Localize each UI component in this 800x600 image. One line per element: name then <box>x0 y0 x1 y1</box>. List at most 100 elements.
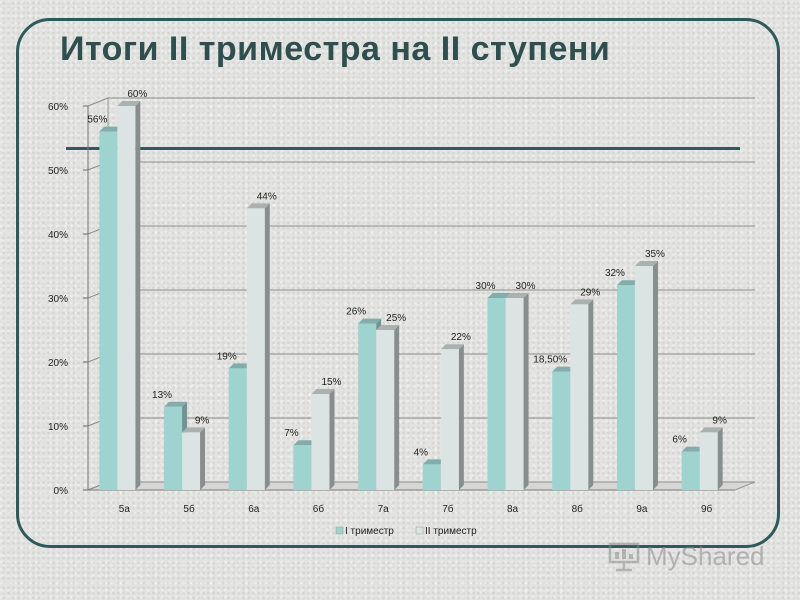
bar-top <box>681 446 705 452</box>
bar-side <box>264 203 270 490</box>
data-label: 32% <box>605 268 625 279</box>
data-label: 13% <box>152 390 172 401</box>
watermark: MyShared <box>608 538 778 574</box>
bar-side <box>200 427 206 490</box>
bar-term2 <box>182 432 201 490</box>
bar-term1 <box>487 298 506 490</box>
data-label: 9% <box>712 415 727 426</box>
x-tick-label: 7б <box>442 503 454 515</box>
y-tick-label: 30% <box>48 294 68 305</box>
bar-side <box>135 101 141 490</box>
bar-term1 <box>358 323 377 490</box>
bar-term1 <box>552 371 571 490</box>
bar-top <box>293 440 317 446</box>
gridline <box>87 161 755 171</box>
slide-frame <box>16 18 780 548</box>
bar-top <box>616 280 640 286</box>
gridline <box>87 97 755 107</box>
y-tick-label: 10% <box>48 422 68 433</box>
bar-term2 <box>699 432 718 490</box>
data-label: 25% <box>386 313 406 324</box>
data-label: 9% <box>195 415 210 426</box>
data-label: 35% <box>645 249 665 260</box>
bar-side <box>329 389 335 490</box>
bar-top <box>182 427 206 433</box>
data-label: 18,50% <box>533 355 567 366</box>
bar-side <box>458 344 464 490</box>
bar-top <box>422 459 446 465</box>
x-tick-label: 6а <box>248 504 260 515</box>
x-tick-label: 7а <box>378 504 390 515</box>
y-tick-label: 0% <box>54 486 69 497</box>
bar-side <box>523 293 529 490</box>
bar-term1 <box>422 464 441 490</box>
bar-top <box>699 427 723 433</box>
x-tick-label: 9б <box>701 503 713 515</box>
x-tick-label: 9а <box>636 504 648 515</box>
bar-top <box>117 101 141 106</box>
bar-term1 <box>293 445 312 490</box>
bar-term1 <box>99 131 118 490</box>
title-underline <box>66 147 740 150</box>
page-title: Итоги II триместра на II ступени <box>60 30 611 68</box>
data-label: 30% <box>516 281 536 292</box>
data-label: 6% <box>672 435 687 446</box>
bar-top <box>246 203 270 209</box>
data-label: 60% <box>127 89 147 100</box>
gridline <box>87 225 755 235</box>
y-tick-label: 40% <box>48 230 68 241</box>
data-label: 7% <box>284 428 299 439</box>
bar-term2 <box>505 298 524 490</box>
data-label: 15% <box>321 377 341 388</box>
bar-top <box>487 293 511 298</box>
legend-label: II триместр <box>425 526 477 537</box>
legend-swatch <box>335 526 344 535</box>
bar-top <box>440 344 464 350</box>
y-tick-label: 20% <box>48 358 68 369</box>
bar-term1 <box>164 406 183 490</box>
legend-label: I триместр <box>345 526 394 537</box>
legend-swatch <box>415 526 424 535</box>
bar-top <box>634 261 658 266</box>
y-tick-label: 50% <box>48 166 68 177</box>
bar-term1 <box>228 368 247 490</box>
bar-side <box>652 261 658 490</box>
x-tick-label: 6б <box>313 503 325 515</box>
bar-term1 <box>616 285 635 490</box>
data-label: 26% <box>346 307 366 318</box>
bar-top <box>228 363 252 369</box>
x-tick-label: 5б <box>183 503 195 515</box>
watermark-text: MyShared <box>646 540 765 571</box>
data-label: 22% <box>451 332 471 343</box>
bar-top <box>570 299 594 305</box>
data-label: 56% <box>87 115 107 126</box>
bar-top <box>99 126 123 132</box>
bar-top <box>164 401 188 407</box>
data-label: 44% <box>257 191 277 202</box>
bar-side <box>588 299 594 490</box>
presentation-icon <box>608 542 640 572</box>
y-tick-label: 60% <box>48 102 68 113</box>
bar-top <box>376 325 400 330</box>
data-label: 30% <box>476 281 496 292</box>
bar-top <box>505 293 529 298</box>
bar-term2 <box>376 330 395 490</box>
data-label: 29% <box>580 287 600 298</box>
bar-top <box>311 389 335 394</box>
bar-side <box>394 325 400 490</box>
bar-top <box>358 318 382 324</box>
data-label: 4% <box>414 447 429 458</box>
bar-term2 <box>440 349 459 490</box>
bar-term2 <box>117 106 136 490</box>
bar-term2 <box>570 304 589 490</box>
bar-term2 <box>311 394 330 490</box>
bar-term2 <box>634 266 653 490</box>
x-tick-label: 8б <box>572 503 584 515</box>
x-tick-label: 5а <box>119 504 131 515</box>
x-tick-label: 8а <box>507 504 519 515</box>
bar-term1 <box>681 451 700 490</box>
bar-term2 <box>246 208 265 490</box>
data-label: 19% <box>217 351 237 362</box>
bar-side <box>717 427 723 490</box>
